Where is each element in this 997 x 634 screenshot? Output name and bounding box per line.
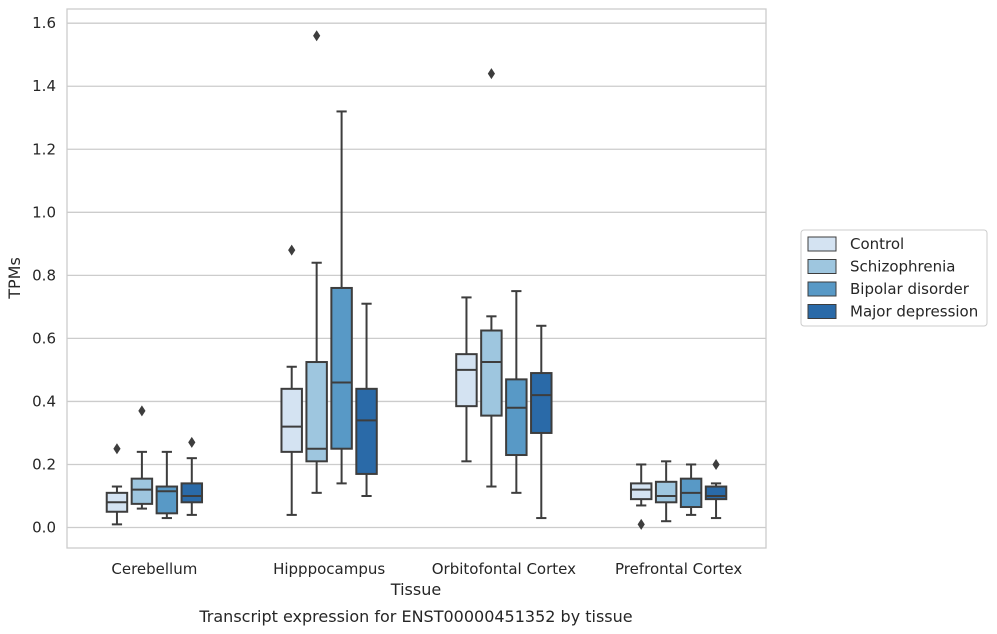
box xyxy=(155,485,179,515)
box-group xyxy=(505,290,528,494)
y-tick-label: 1.4 xyxy=(32,77,56,95)
legend-label: Bipolar disorder xyxy=(850,280,970,298)
y-tick-label: 0.8 xyxy=(32,266,56,284)
box-group xyxy=(330,110,353,485)
box-group xyxy=(704,458,728,520)
box-group xyxy=(280,244,303,516)
y-tick-label: 0.0 xyxy=(32,519,56,537)
x-tick-label: Cerebellum xyxy=(111,560,197,578)
legend-label: Major depression xyxy=(850,303,978,321)
legend-frame xyxy=(800,229,988,327)
box xyxy=(704,485,728,501)
box-group xyxy=(455,296,478,463)
outlier-point xyxy=(712,458,720,470)
box-group xyxy=(355,302,378,497)
box xyxy=(455,353,478,408)
y-tick-label: 1.0 xyxy=(32,203,56,221)
box xyxy=(480,329,503,417)
box xyxy=(505,378,528,457)
outlier-point xyxy=(313,30,321,42)
plot-frame xyxy=(66,8,767,549)
box xyxy=(180,482,204,504)
legend-swatch xyxy=(807,304,837,319)
legend-swatch xyxy=(807,259,837,274)
box xyxy=(280,387,303,453)
y-tick-labels: 0.0 0.2 0.4 0.6 0.8 1.0 1.2 1.4 1.6 xyxy=(32,14,56,536)
outlier-point xyxy=(487,68,496,80)
legend-label: Schizophrenia xyxy=(850,258,955,276)
outlier-point xyxy=(637,518,645,530)
box-group xyxy=(305,30,328,494)
box-group xyxy=(654,460,678,523)
box xyxy=(629,482,653,501)
x-tick-label: Orbitofontal Cortex xyxy=(432,560,576,578)
y-tick-label: 1.6 xyxy=(32,14,56,32)
box xyxy=(654,480,678,504)
box-group xyxy=(155,450,179,520)
box xyxy=(305,361,328,463)
gridlines xyxy=(67,22,766,529)
legend-swatch xyxy=(807,236,837,252)
y-tick-label: 0.4 xyxy=(32,392,56,410)
box xyxy=(355,387,378,475)
box-group xyxy=(480,68,503,488)
plot-boxes xyxy=(105,30,728,530)
y-tick-label: 0.2 xyxy=(32,455,56,473)
outlier-point xyxy=(113,443,121,455)
outlier-point xyxy=(188,436,196,448)
y-tick-label: 1.2 xyxy=(32,140,56,158)
x-tick-labels: Cerebellum Hipppocampus Orbitofontal Corte… xyxy=(111,560,742,578)
box-group xyxy=(629,463,653,530)
y-axis-label: TPMs xyxy=(5,257,24,300)
box-group xyxy=(130,405,154,510)
box xyxy=(330,286,353,450)
x-axis-label: Tissue xyxy=(390,580,441,599)
chart-caption: Transcript expression for ENST0000045135… xyxy=(198,607,632,626)
y-tick-label: 0.6 xyxy=(32,329,56,347)
box xyxy=(530,372,553,434)
x-tick-label: Hipppocampus xyxy=(273,560,385,578)
x-tick-label: Prefrontal Cortex xyxy=(615,560,742,578)
box xyxy=(130,477,154,505)
box-group xyxy=(679,463,703,516)
legend-swatch xyxy=(807,281,837,297)
box-group xyxy=(180,436,204,516)
box-group xyxy=(530,324,553,520)
legend: Control Schizophrenia Bipolar disorder Majo… xyxy=(800,229,988,327)
box-group xyxy=(105,443,129,526)
outlier-point xyxy=(138,405,146,417)
outlier-point xyxy=(288,244,296,256)
legend-label: Control xyxy=(850,235,904,253)
